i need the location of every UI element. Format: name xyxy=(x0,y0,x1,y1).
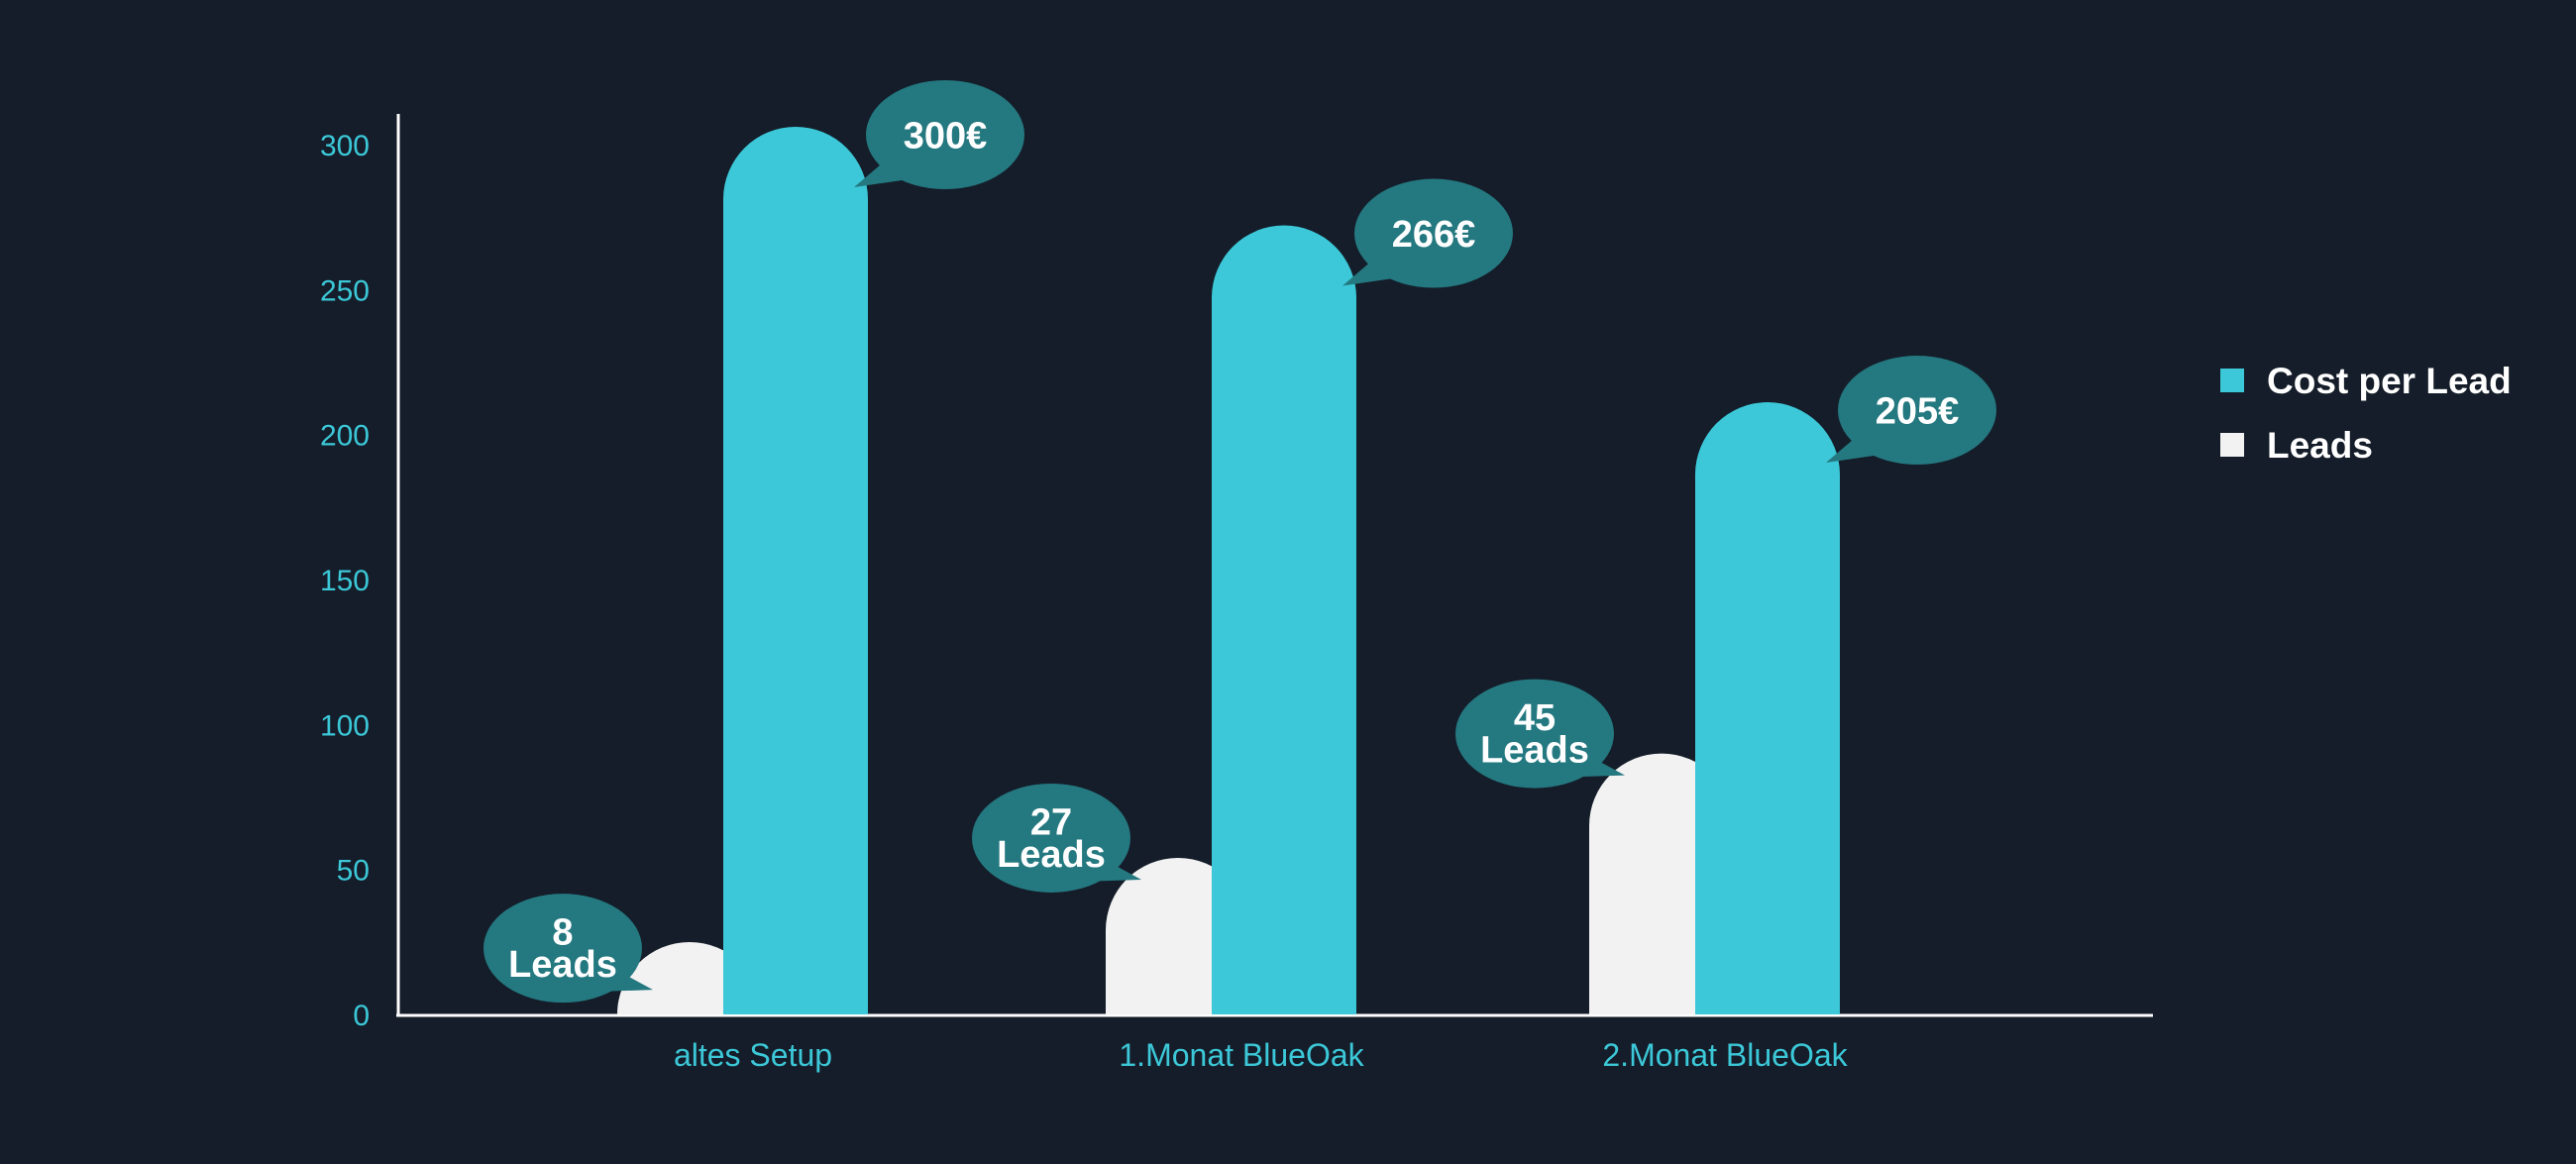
data-label-leads-2-bubble xyxy=(1455,679,1614,789)
data-label-leads-0-text-1: Leads xyxy=(508,944,617,986)
data-label-cost-0-tail xyxy=(854,159,915,187)
data-label-leads-2-text-1: Leads xyxy=(1480,729,1589,771)
data-label-cost-1-text-0: 266€ xyxy=(1392,214,1476,256)
data-label-leads-1-text-1: Leads xyxy=(997,834,1106,876)
data-label-leads-1-text-0: 27 xyxy=(1030,801,1072,843)
data-label-cost-2-tail xyxy=(1826,434,1887,464)
data-label-cost-2-text-0: 205€ xyxy=(1876,390,1960,432)
x-tick-label-0: altes Setup xyxy=(674,1037,832,1073)
bar-cost-per-lead-0 xyxy=(723,127,868,1014)
data-label-cost-0: 300€ xyxy=(854,80,1024,189)
category-labels: altes Setup 1.Monat BlueOak 2.Monat BlueOa… xyxy=(674,1037,1849,1073)
y-tick-label-1: 50 xyxy=(337,855,370,888)
x-tick-label-2: 2.Monat BlueOak xyxy=(1602,1037,1848,1073)
data-label-leads-1-bubble xyxy=(972,783,1130,893)
bar-cost-per-lead-2 xyxy=(1695,402,1840,1014)
data-label-cost-0-bubble xyxy=(866,80,1024,189)
data-label-cost-2-bubble xyxy=(1838,356,1996,466)
axes xyxy=(396,114,2153,1017)
data-label-cost-2: 205€ xyxy=(1826,356,1996,466)
y-tick-label-0: 0 xyxy=(353,1000,370,1032)
y-tick-label-3: 150 xyxy=(320,565,370,597)
y-tick-label-4: 200 xyxy=(320,420,370,453)
data-label-leads-2-text-0: 45 xyxy=(1514,697,1556,739)
legend: Cost per Lead Leads xyxy=(2220,361,2512,466)
data-label-cost-0-text-0: 300€ xyxy=(904,115,988,157)
legend-label-0: Cost per Lead xyxy=(2267,361,2512,401)
bars xyxy=(617,127,1840,1014)
legend-swatch-1 xyxy=(2220,433,2244,457)
y-tick-label-5: 250 xyxy=(320,274,370,307)
y-ticks: 0 50 100 150 200 250 300 xyxy=(320,130,370,1032)
y-tick-label-2: 100 xyxy=(320,709,370,742)
legend-label-1: Leads xyxy=(2267,425,2373,466)
bar-cost-per-lead-1 xyxy=(1212,225,1356,1014)
data-label-cost-1-bubble xyxy=(1354,178,1513,288)
legend-swatch-0 xyxy=(2220,369,2244,392)
data-label-leads-0-text-0: 8 xyxy=(552,912,573,954)
data-label-cost-1: 266€ xyxy=(1342,178,1513,288)
y-tick-label-6: 300 xyxy=(320,130,370,162)
data-label-leads-0-bubble xyxy=(483,894,642,1004)
x-tick-label-1: 1.Monat BlueOak xyxy=(1119,1037,1364,1073)
data-label-cost-1-tail xyxy=(1342,257,1404,286)
